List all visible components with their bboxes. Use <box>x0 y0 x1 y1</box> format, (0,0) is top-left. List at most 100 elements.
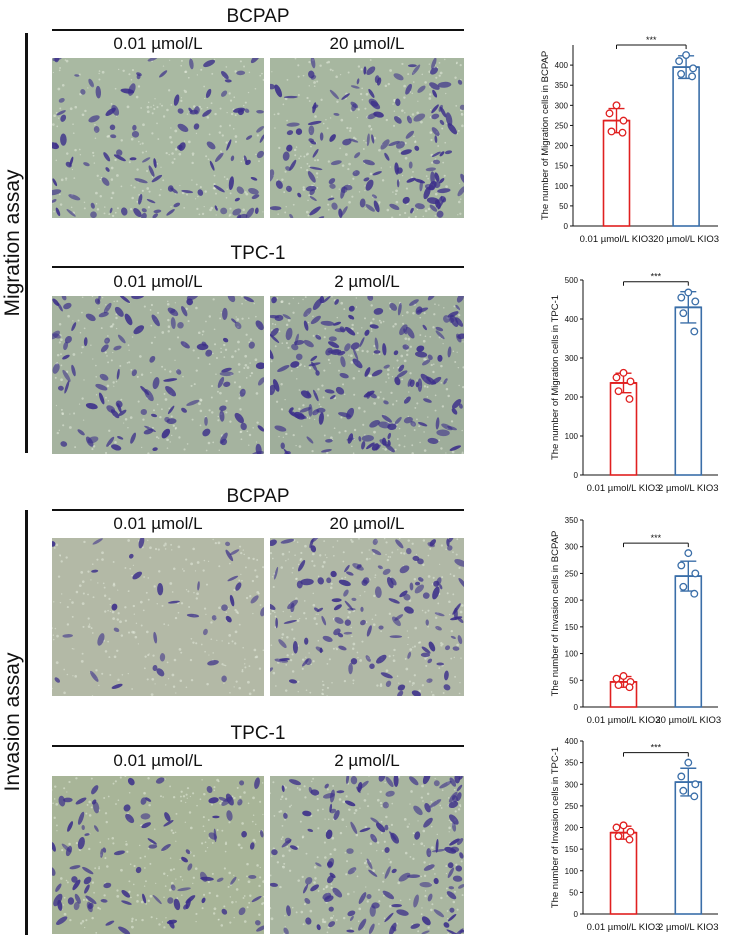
membrane-pore <box>441 127 444 130</box>
stained-cell <box>307 120 322 126</box>
membrane-pore <box>212 912 216 915</box>
stained-cell <box>344 326 356 336</box>
stained-cell <box>411 64 421 75</box>
stained-cell <box>413 113 426 122</box>
membrane-pore <box>88 800 91 804</box>
stained-cell <box>384 866 391 879</box>
membrane-pore <box>308 165 311 168</box>
membrane-pore <box>271 557 274 560</box>
bar <box>602 119 631 227</box>
stained-cell <box>307 171 316 183</box>
stained-cell <box>152 894 162 905</box>
membrane-pore <box>104 857 107 860</box>
membrane-pore <box>170 415 173 418</box>
membrane-pore <box>357 656 359 659</box>
stained-cell <box>286 130 294 136</box>
membrane-pore <box>59 107 62 110</box>
membrane-pore <box>142 418 145 421</box>
membrane-pore <box>152 104 155 107</box>
membrane-pore <box>215 192 218 195</box>
membrane-pore <box>286 846 289 848</box>
membrane-pore <box>168 347 171 351</box>
membrane-pore <box>214 112 217 116</box>
membrane-pore <box>389 69 392 72</box>
stained-cell <box>84 884 90 894</box>
stained-cell <box>292 641 298 654</box>
membrane-pore <box>130 137 134 141</box>
membrane-pore <box>347 167 350 171</box>
membrane-pore <box>440 642 443 645</box>
membrane-pore <box>166 447 169 449</box>
stained-cell <box>456 792 462 802</box>
membrane-pore <box>180 99 183 103</box>
stained-cell <box>362 159 375 166</box>
membrane-pore <box>203 559 206 562</box>
membrane-pore <box>219 150 222 153</box>
membrane-pore <box>131 917 134 921</box>
membrane-pore <box>175 840 177 842</box>
membrane-pore <box>242 646 244 649</box>
membrane-pore <box>234 350 237 353</box>
stained-cell <box>294 333 299 346</box>
membrane-pore <box>361 87 363 90</box>
membrane-pore <box>54 785 57 788</box>
membrane-pore <box>128 880 131 883</box>
stained-cell <box>410 207 414 214</box>
membrane-pore <box>109 325 112 328</box>
membrane-pore <box>457 314 461 317</box>
stained-cell <box>254 777 260 790</box>
membrane-pore <box>313 881 316 884</box>
membrane-pore <box>133 613 136 615</box>
stained-cell <box>84 833 90 836</box>
membrane-pore <box>219 125 222 128</box>
membrane-pore <box>58 429 60 432</box>
membrane-pore <box>281 636 284 639</box>
membrane-pore <box>81 652 84 655</box>
membrane-pore <box>393 100 396 103</box>
membrane-pore <box>178 152 182 156</box>
stained-cell <box>350 776 358 785</box>
membrane-pore <box>412 81 415 83</box>
membrane-pore <box>219 107 222 110</box>
stained-cell <box>366 858 373 870</box>
membrane-pore <box>190 384 193 387</box>
membrane-pore <box>445 872 448 875</box>
stained-cell <box>275 617 278 629</box>
membrane-pore <box>59 601 62 604</box>
membrane-pore <box>208 133 211 136</box>
micrograph <box>52 776 264 934</box>
membrane-pore <box>144 855 147 858</box>
membrane-pore <box>421 609 424 612</box>
stained-cell <box>131 296 145 300</box>
membrane-pore <box>273 113 276 116</box>
membrane-pore <box>88 847 91 851</box>
membrane-pore <box>228 562 231 565</box>
stained-cell <box>228 176 234 191</box>
membrane-pore <box>259 876 262 879</box>
membrane-pore <box>442 161 445 164</box>
membrane-pore <box>374 614 377 616</box>
stained-cell <box>359 198 366 208</box>
membrane-pore <box>427 177 429 180</box>
membrane-pore <box>147 847 150 850</box>
membrane-pore <box>92 151 95 154</box>
membrane-pore <box>419 316 422 319</box>
membrane-pore <box>174 302 176 304</box>
membrane-pore <box>185 686 188 689</box>
stained-cell <box>272 379 280 392</box>
membrane-pore <box>445 185 448 188</box>
membrane-pore <box>462 366 464 369</box>
membrane-pore <box>355 833 359 837</box>
stained-cell <box>321 448 332 453</box>
membrane-pore <box>255 575 259 579</box>
membrane-pore <box>439 71 443 75</box>
membrane-pore <box>86 803 89 806</box>
membrane-pore <box>178 436 181 439</box>
stained-cell <box>153 209 162 214</box>
membrane-pore <box>270 612 272 615</box>
stained-cell <box>327 858 335 869</box>
panel-divider <box>52 745 464 747</box>
membrane-pore <box>331 681 333 684</box>
stained-cell <box>62 634 73 638</box>
membrane-pore <box>349 127 352 130</box>
